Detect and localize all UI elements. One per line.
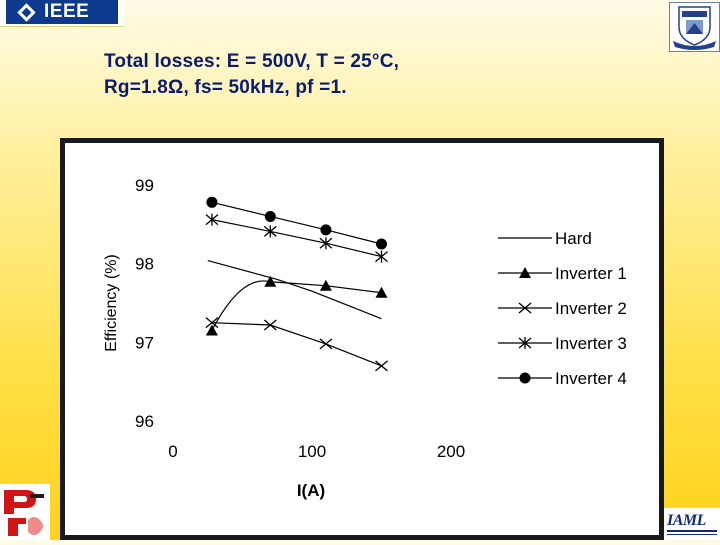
x-tick-label-0: 0 xyxy=(168,442,177,461)
efficiency-chart: 96 97 98 99 0 100 200 I(A) Efficiency (%) Hard Inv… xyxy=(103,176,627,500)
chart-frame: 96 97 98 99 0 100 200 I(A) Efficiency (%) Hard Inv… xyxy=(60,138,664,540)
legend-label-hard: Hard xyxy=(555,229,592,248)
marker-inverter-1-3 xyxy=(319,279,332,291)
marker-inverter-1-1 xyxy=(205,324,218,336)
ieee-diamond-icon xyxy=(17,2,36,22)
series-line-inverter-2 xyxy=(211,322,382,367)
series-line-inverter-4 xyxy=(211,201,382,245)
x-axis-label: I(A) xyxy=(297,481,325,500)
series-inverter-3 xyxy=(205,213,388,263)
marker-inverter-2-2 xyxy=(263,319,277,331)
slide-title: Total losses: E = 500V, T = 25°C, Rg=1.8… xyxy=(104,49,624,101)
x-tick-label-100: 100 xyxy=(298,442,326,461)
y-axis-label: Efficiency (%) xyxy=(103,254,120,352)
marker-inverter-4-1 xyxy=(206,196,218,208)
marker-inverter-2-4 xyxy=(375,360,388,372)
legend-label-inverter-4: Inverter 4 xyxy=(555,369,627,388)
legend-marker-inverter-1 xyxy=(519,267,531,278)
y-tick-label-96: 96 xyxy=(135,412,154,431)
legend: Hard Inverter 1 Inverter 2 Inverter 3 Invert… xyxy=(498,229,627,388)
series-line-hard xyxy=(207,259,382,320)
legend-label-inverter-1: Inverter 1 xyxy=(555,264,627,283)
x-tick-label-200: 200 xyxy=(437,442,465,461)
y-tick-label-99: 99 xyxy=(135,176,154,195)
marker-inverter-4-2 xyxy=(264,210,276,222)
marker-inverter-2-3 xyxy=(319,338,333,350)
ufcg-logo xyxy=(669,2,720,52)
legend-label-inverter-2: Inverter 2 xyxy=(555,299,627,318)
title-line-2: Rg=1.8Ω, fs= 50kHz, pf =1. xyxy=(104,77,347,98)
marker-inverter-4-3 xyxy=(320,224,332,236)
series-line-inverter-3 xyxy=(211,219,382,258)
marker-inverter-1-4 xyxy=(375,286,388,298)
y-tick-label-98: 98 xyxy=(135,255,154,274)
iaml-logo: IAML xyxy=(664,508,720,540)
y-tick-label-97: 97 xyxy=(135,333,154,352)
marker-inverter-3-4 xyxy=(375,250,388,263)
series-hard xyxy=(207,259,382,320)
series-line-inverter-1 xyxy=(211,280,382,331)
series-inverter-1 xyxy=(205,275,388,336)
title-line-1: Total losses: E = 500V, T = 25°C, xyxy=(104,51,400,72)
series-inverter-2 xyxy=(205,317,388,372)
marker-inverter-3-3 xyxy=(319,237,333,250)
legend-marker-inverter-2 xyxy=(518,302,532,314)
marker-inverter-3-1 xyxy=(205,213,219,226)
marker-inverter-1-2 xyxy=(264,275,277,287)
marker-inverter-2-1 xyxy=(205,317,219,329)
pels-logo xyxy=(0,484,50,540)
ieee-logo: IEEE xyxy=(0,0,124,27)
legend-label-inverter-3: Inverter 3 xyxy=(555,334,627,353)
legend-marker-inverter-4 xyxy=(519,372,531,384)
iaml-logo-text: IAML xyxy=(667,512,706,529)
legend-marker-inverter-3 xyxy=(518,337,532,349)
marker-inverter-3-2 xyxy=(263,225,277,238)
series-inverter-4 xyxy=(206,196,387,250)
marker-inverter-4-4 xyxy=(376,238,387,250)
ieee-logo-text: IEEE xyxy=(44,1,90,22)
ieee-logo-badge: IEEE xyxy=(6,0,118,24)
